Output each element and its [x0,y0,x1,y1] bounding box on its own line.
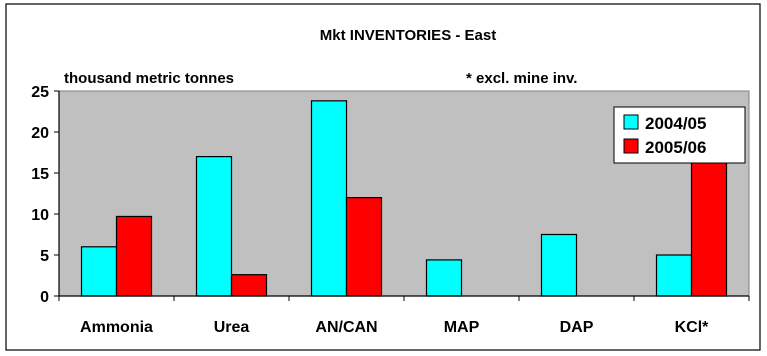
legend: 2004/05 2005/06 [613,106,746,164]
bar-kcl-200405 [655,254,693,297]
bar-ammonia-200506 [115,215,153,297]
bar-urea-200405 [195,156,233,297]
bar-kcl-200506 [690,142,728,297]
chart-title: Mkt INVENTORIES - East [320,27,496,44]
y-tick-label: 20 [31,125,49,142]
bar-ammonia-200405 [80,246,118,297]
y-tick-label: 15 [31,166,49,183]
x-tick-label: Ammonia [80,319,153,336]
x-axis: Ammonia Urea AN/CAN MAP DAP KCl* [58,295,750,336]
y-tick-label: 5 [40,248,49,265]
bar-map-200405 [425,259,463,297]
y-tick-label: 0 [40,289,49,306]
legend-swatch [623,114,639,130]
x-tick-label: Urea [214,319,250,336]
y-tick-label: 25 [31,84,49,101]
y-tick-label: 10 [31,207,49,224]
bar-ancan-200405 [310,100,348,297]
x-tick-label: KCl* [675,319,710,336]
bar-dap-200405 [540,233,578,297]
annotation-note: * excl. mine inv. [466,70,577,87]
x-tick-label: MAP [444,319,480,336]
legend-swatch [623,138,639,154]
bar-urea-200506 [230,274,268,297]
x-tick-label: AN/CAN [315,319,377,336]
legend-label: 2004/05 [645,114,706,133]
y-axis: 0 5 10 15 20 25 [31,84,60,306]
x-tick-label: DAP [560,319,594,336]
legend-label: 2005/06 [645,138,706,157]
bar-ancan-200506 [345,197,383,297]
y-axis-label: thousand metric tonnes [64,70,234,87]
bars-group [80,100,728,297]
